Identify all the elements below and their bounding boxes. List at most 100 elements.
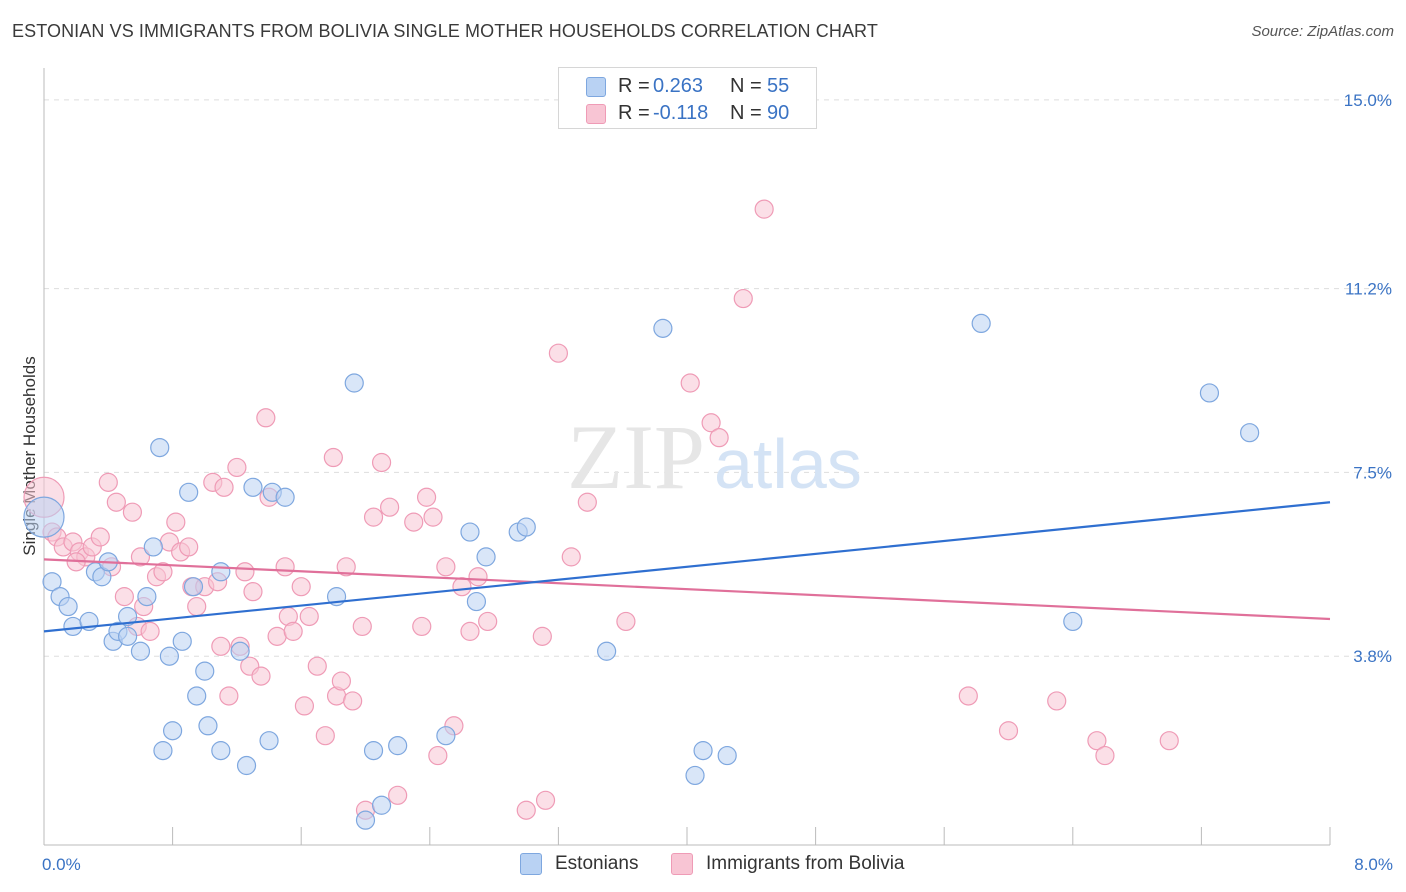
estonians-point: [693, 741, 713, 761]
estonians-point: [516, 517, 536, 537]
bolivia-point: [283, 621, 303, 641]
bolivia-point: [122, 502, 143, 522]
bolivia-point: [709, 428, 729, 448]
estonians-point: [187, 686, 207, 706]
estonians-point: [23, 496, 65, 538]
bolivia-point: [468, 567, 488, 587]
source-label: Source: ZipAtlas.com: [1251, 23, 1394, 40]
bolivia-point: [214, 477, 234, 497]
estonians-point: [211, 562, 231, 582]
bolivia-point: [1047, 691, 1067, 711]
estonians-point: [388, 736, 408, 756]
estonians-point: [685, 765, 705, 786]
bolivia-point: [380, 497, 400, 517]
estonians-point: [172, 631, 192, 651]
y-tick-label: 3.8%: [1353, 647, 1392, 666]
estonians-point: [1199, 383, 1220, 403]
bolivia-point: [98, 472, 118, 492]
bolivia-point: [423, 507, 443, 527]
estonians-point: [653, 318, 673, 338]
legend-label: Estonians: [555, 853, 639, 874]
bolivia-point: [363, 507, 384, 527]
n-label: N =: [730, 75, 762, 97]
watermark-atlas: atlas: [714, 425, 862, 503]
estonians-point: [236, 755, 257, 776]
estonians-point: [63, 616, 83, 637]
bolivia-point: [452, 577, 472, 597]
estonians-point: [1240, 423, 1260, 443]
bolivia-point: [343, 691, 363, 711]
estonians-point: [58, 596, 78, 617]
bolivia-point: [516, 800, 536, 820]
estonians-point: [183, 577, 204, 597]
estonians-point: [259, 731, 279, 751]
bolivia-point: [256, 408, 276, 428]
bolivia-point: [90, 527, 110, 547]
y-tick-label: 15.0%: [1344, 91, 1392, 110]
legend-item-estonians: Estonians: [520, 852, 660, 878]
bolivia-point: [187, 596, 207, 617]
x-tick-label: 8.0%: [1354, 855, 1393, 874]
bolivia-point: [1095, 745, 1115, 766]
bolivia-point: [153, 562, 173, 582]
estonians-point: [460, 522, 480, 542]
bolivia-point: [535, 790, 556, 810]
bolivia-point: [1087, 731, 1107, 751]
r-value: -0.118: [653, 102, 709, 124]
bolivia-point: [680, 373, 700, 393]
bolivia-point: [267, 626, 287, 646]
bolivia-point: [371, 452, 392, 473]
estonians-point: [163, 721, 183, 741]
estonians-point: [117, 606, 138, 627]
bolivia-point: [243, 582, 263, 602]
y-tick-label: 11.2%: [1345, 280, 1392, 299]
bolivia-point: [114, 587, 134, 607]
estonians-point: [230, 641, 250, 661]
estonians-point: [717, 745, 737, 766]
bolivia-point: [388, 785, 408, 805]
bolivia-point: [548, 343, 569, 363]
bolivia-point: [315, 726, 335, 746]
chart-title: ESTONIAN VS IMMIGRANTS FROM BOLIVIA SING…: [12, 21, 878, 41]
correlation-legend: R = 0.263 N = 55 R = -0.118 N = 90: [558, 67, 817, 129]
r-label: R =: [618, 75, 650, 97]
estonians-point: [243, 477, 263, 497]
estonians-point: [466, 591, 487, 612]
swatch-bolivia: [586, 104, 606, 124]
estonians-point: [436, 726, 456, 746]
bolivia-point: [460, 621, 480, 641]
gridlines: [44, 99, 1392, 657]
estonians-point: [597, 641, 617, 661]
bolivia-point: [436, 557, 456, 577]
bolivia-point: [291, 577, 311, 597]
bolivia-point: [275, 557, 295, 577]
bolivia-point: [561, 547, 581, 567]
bolivia-point: [179, 537, 199, 557]
bolivia-point: [616, 611, 636, 632]
bolivia-point: [428, 745, 448, 766]
axes: [43, 68, 1331, 846]
bolivia-point: [323, 447, 343, 468]
bolivia-point: [219, 686, 239, 706]
bolivia-point: [412, 616, 432, 637]
n-value: 90: [767, 102, 790, 124]
series-estonians-points: [23, 313, 1260, 830]
bolivia-point: [331, 671, 351, 691]
bolivia-point: [754, 199, 774, 219]
bolivia-point: [701, 413, 721, 433]
bolivia-point: [251, 666, 271, 686]
bolivia-point: [211, 636, 231, 656]
estonians-point: [117, 626, 138, 646]
bolivia-point: [299, 606, 319, 627]
bolivia-point: [227, 457, 247, 478]
x-tick-label: 0.0%: [42, 855, 81, 874]
series-bolivia-points: [23, 199, 1179, 820]
y-tick-label: 7.5%: [1353, 463, 1392, 482]
n-value: 55: [767, 75, 790, 97]
trend-lines: [43, 501, 1331, 633]
bolivia-point: [140, 621, 160, 641]
legend-row-estonians: R = 0.263 N = 55: [559, 73, 816, 101]
swatch-bolivia: [671, 853, 693, 875]
bolivia-point: [294, 696, 315, 716]
bolivia-point: [166, 512, 186, 532]
